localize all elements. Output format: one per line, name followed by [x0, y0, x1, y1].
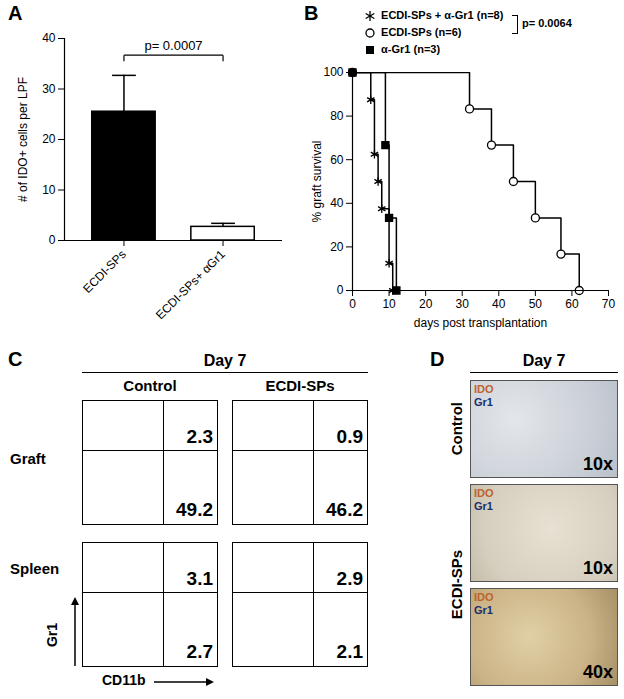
svg-text:20: 20 — [42, 132, 56, 146]
html-text:p= 0.0064: p= 0.0064 — [522, 17, 572, 29]
svg-text:30: 30 — [42, 82, 56, 96]
html-text:Graft: Graft — [10, 450, 46, 467]
html-text:Day 7: Day 7 — [203, 352, 247, 369]
html-text:Control: Control — [123, 377, 177, 394]
html-text:Control: Control — [447, 402, 465, 456]
svg-text:40: 40 — [492, 297, 506, 311]
svg-text:% graft survival: % graft survival — [310, 140, 324, 222]
html-text:ECDI-SPs (n=6): ECDI-SPs (n=6) — [381, 26, 462, 38]
html-text:10x: 10x — [583, 454, 613, 474]
html-text:46.2: 46.2 — [326, 499, 363, 520]
html-text:CD11b: CD11b — [102, 672, 146, 688]
html-text:B: B — [304, 2, 319, 24]
html-text:ECDI-SPs: ECDI-SPs — [265, 377, 335, 394]
html-text:0.9: 0.9 — [336, 426, 363, 448]
svg-text:10: 10 — [42, 183, 56, 197]
svg-text:0: 0 — [49, 233, 56, 247]
svg-text:# of IDO+ cells per LPF: # of IDO+ cells per LPF — [16, 77, 30, 202]
svg-text:p= 0.0007: p= 0.0007 — [144, 38, 202, 53]
html-text:3.1: 3.1 — [186, 568, 213, 590]
html-text:ECDI-SPs: ECDI-SPs — [447, 550, 465, 620]
svg-text:50: 50 — [529, 297, 543, 311]
svg-text:20: 20 — [419, 297, 433, 311]
svg-text:60: 60 — [330, 153, 344, 167]
html-text:40x: 40x — [583, 662, 613, 682]
svg-text:0: 0 — [349, 297, 356, 311]
svg-text:60: 60 — [565, 297, 579, 311]
html-text:IDO: IDO — [474, 383, 494, 395]
html-text:Gr1: Gr1 — [44, 622, 61, 648]
html-text:49.2: 49.2 — [176, 499, 213, 520]
svg-text:80: 80 — [330, 109, 344, 123]
html-text:D: D — [430, 348, 445, 370]
html-text:10x: 10x — [583, 558, 613, 578]
html-text:Spleen: Spleen — [10, 560, 60, 577]
svg-text:40: 40 — [42, 31, 56, 45]
html-text:IDO: IDO — [474, 591, 494, 603]
html-text:Gr1: Gr1 — [474, 396, 493, 408]
html-text:A: A — [8, 2, 23, 24]
svg-text:30: 30 — [456, 297, 470, 311]
svg-text:100: 100 — [323, 65, 343, 79]
html-text:Day 7: Day 7 — [522, 352, 566, 369]
html-text:Gr1: Gr1 — [474, 500, 493, 512]
svg-text:10: 10 — [382, 297, 396, 311]
svg-text:ECDI-SPs: ECDI-SPs — [80, 247, 129, 296]
svg-text:40: 40 — [330, 196, 344, 210]
html-text:C: C — [8, 348, 23, 370]
svg-text:days post transplantation: days post transplantation — [414, 316, 547, 330]
svg-text:70: 70 — [602, 297, 616, 311]
html-text:Gr1: Gr1 — [474, 604, 493, 616]
html-text:2.3: 2.3 — [186, 426, 213, 448]
html-text:2.9: 2.9 — [336, 568, 363, 590]
svg-text:ECDI-SPs+ αGr1: ECDI-SPs+ αGr1 — [153, 247, 228, 322]
html-text:2.1: 2.1 — [336, 641, 363, 662]
html-text:α-Gr1 (n=3): α-Gr1 (n=3) — [381, 43, 441, 55]
html-text:IDO: IDO — [474, 487, 494, 499]
svg-text:0: 0 — [337, 283, 344, 297]
html-text:2.7: 2.7 — [186, 641, 213, 662]
html-text:ECDI-SPs + α-Gr1 (n=8): ECDI-SPs + α-Gr1 (n=8) — [381, 9, 504, 21]
svg-text:20: 20 — [330, 240, 344, 254]
